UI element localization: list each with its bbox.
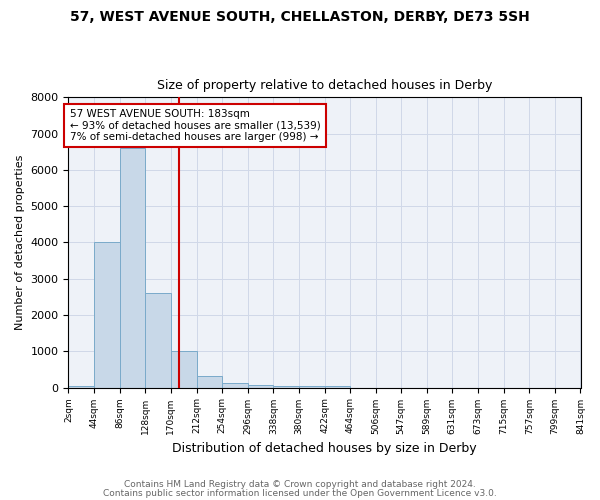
Bar [171,352,197,388]
Bar [222,383,248,388]
Text: 57 WEST AVENUE SOUTH: 183sqm
← 93% of detached houses are smaller (13,539)
7% of: 57 WEST AVENUE SOUTH: 183sqm ← 93% of de… [70,109,320,142]
Text: Contains HM Land Registry data © Crown copyright and database right 2024.: Contains HM Land Registry data © Crown c… [124,480,476,489]
Bar [68,386,94,388]
Bar [119,148,145,388]
X-axis label: Distribution of detached houses by size in Derby: Distribution of detached houses by size … [172,442,477,455]
Bar [325,386,350,388]
Bar [145,293,171,388]
Y-axis label: Number of detached properties: Number of detached properties [15,155,25,330]
Text: 57, WEST AVENUE SOUTH, CHELLASTON, DERBY, DE73 5SH: 57, WEST AVENUE SOUTH, CHELLASTON, DERBY… [70,10,530,24]
Text: Contains public sector information licensed under the Open Government Licence v3: Contains public sector information licen… [103,489,497,498]
Bar [248,384,274,388]
Bar [274,386,299,388]
Bar [299,386,325,388]
Title: Size of property relative to detached houses in Derby: Size of property relative to detached ho… [157,79,492,92]
Bar [197,376,222,388]
Bar [94,242,119,388]
